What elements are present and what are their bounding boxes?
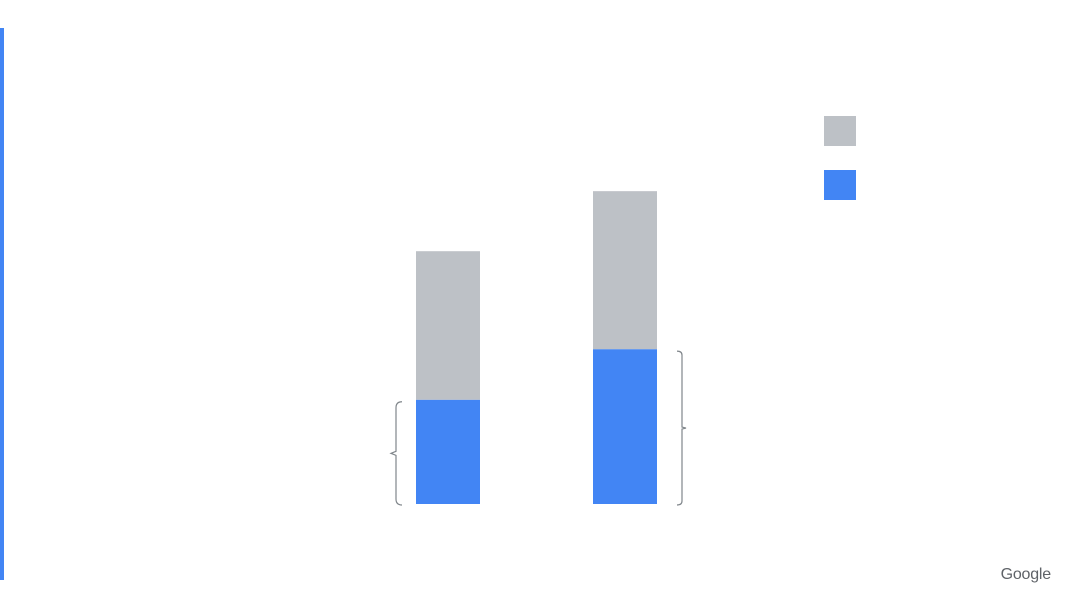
legend bbox=[824, 116, 856, 200]
bar-segment-gray-2 bbox=[593, 191, 657, 350]
bar-segment-gray-1 bbox=[416, 251, 480, 400]
bar-segment-blue-1 bbox=[416, 399, 480, 504]
legend-swatch-blue bbox=[824, 170, 856, 200]
google-logo: Google bbox=[1000, 566, 1052, 583]
legend-swatch-gray bbox=[824, 116, 856, 146]
accent-bar bbox=[0, 28, 4, 580]
bracket-2 bbox=[676, 350, 687, 506]
bar-segment-blue-2 bbox=[593, 349, 657, 504]
bar-group bbox=[416, 191, 657, 504]
bracket-1 bbox=[389, 401, 403, 506]
bracket-group bbox=[389, 350, 687, 506]
